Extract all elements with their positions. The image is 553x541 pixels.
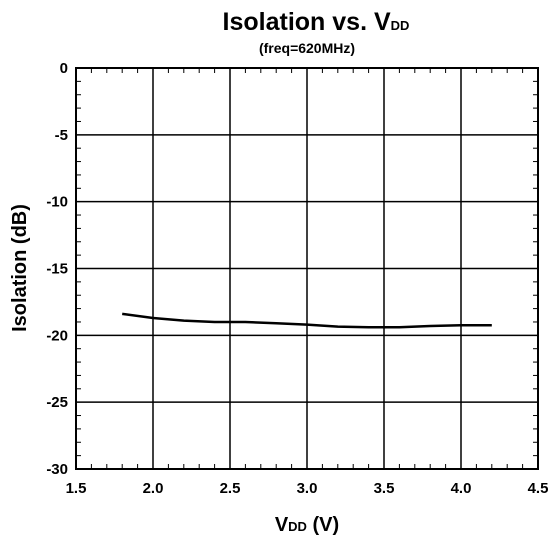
y-tick-label: -25 xyxy=(46,394,68,411)
y-tick-label: -5 xyxy=(55,127,68,144)
x-tick-label: 3.5 xyxy=(374,480,395,497)
y-tick-label: -20 xyxy=(46,327,68,344)
series-layer xyxy=(122,312,492,329)
chart-title: Isolation vs. VDD xyxy=(223,8,410,36)
x-tick-label: 4.5 xyxy=(528,480,549,497)
x-tick-label: 4.0 xyxy=(451,480,472,497)
series-line xyxy=(122,312,492,329)
x-tick-label: 2.5 xyxy=(220,480,241,497)
x-tick-label: 2.0 xyxy=(143,480,164,497)
y-axis-label: Isolation (dB) xyxy=(9,204,31,332)
y-tick-label: -10 xyxy=(46,194,68,211)
y-tick-labels: 0 -5 -10 -15 -20 -25 -30 xyxy=(46,60,68,478)
y-tick-label: -30 xyxy=(46,461,68,478)
x-tick-label: 3.0 xyxy=(297,480,318,497)
grid-lines xyxy=(76,68,538,469)
chart-subtitle: (freq=620MHz) xyxy=(259,40,355,56)
y-tick-label: 0 xyxy=(60,60,68,77)
x-axis-label: VDD (V) xyxy=(275,514,339,536)
x-tick-labels: 1.5 2.0 2.5 3.0 3.5 4.0 4.5 xyxy=(66,480,549,497)
plot-frame xyxy=(75,67,539,470)
y-tick-label: -15 xyxy=(46,261,68,278)
x-tick-label: 1.5 xyxy=(66,480,87,497)
